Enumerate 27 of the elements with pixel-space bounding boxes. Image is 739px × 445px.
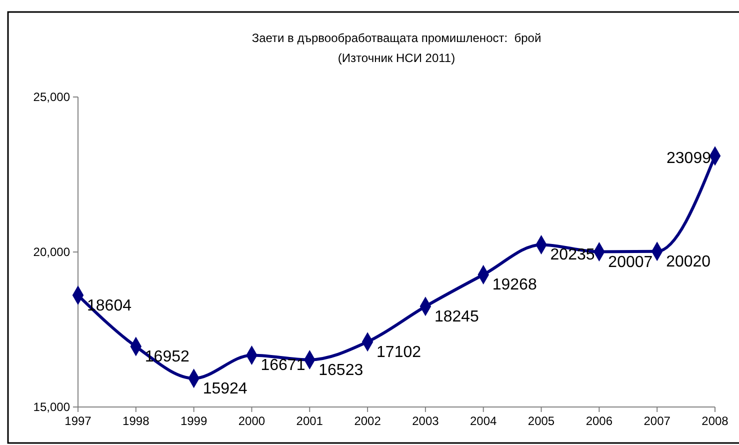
x-tick-label: 1997 — [64, 414, 92, 428]
x-tick-label: 1999 — [180, 414, 208, 428]
x-tick-label: 1998 — [122, 414, 150, 428]
y-tick-label: 15,000 — [33, 400, 70, 414]
x-tick-label: 2002 — [354, 414, 382, 428]
data-label: 15924 — [202, 380, 248, 398]
data-label: 23099 — [666, 150, 712, 167]
data-label: 18245 — [434, 308, 480, 326]
y-tick-label: 20,000 — [33, 245, 70, 259]
x-tick-label: 2005 — [528, 414, 555, 428]
x-tick-label: 2000 — [238, 414, 266, 428]
x-tick-label: 2004 — [470, 414, 498, 428]
x-tick-label: 2008 — [702, 414, 729, 428]
x-tick-label: 2007 — [644, 414, 671, 428]
data-label: 20007 — [608, 254, 653, 271]
chart-title: Заети в дървообработващата промишленост: брой — [252, 31, 542, 45]
data-label: 20020 — [666, 253, 711, 270]
y-tick-label: 25,000 — [33, 90, 70, 104]
x-tick-label: 2003 — [412, 414, 440, 428]
data-label: 16523 — [318, 362, 364, 379]
chart-subtitle: (Източник НСИ 2011) — [338, 51, 456, 65]
x-tick-label: 2006 — [586, 414, 613, 428]
data-label: 19268 — [492, 276, 537, 294]
x-tick-label: 2001 — [296, 414, 324, 428]
data-label: 16671 — [260, 357, 306, 374]
data-label: 17102 — [376, 344, 422, 361]
data-label: 20235 — [550, 246, 595, 264]
